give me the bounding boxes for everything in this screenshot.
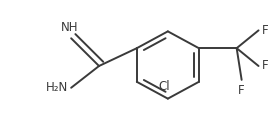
- Text: F: F: [262, 24, 268, 37]
- Text: Cl: Cl: [158, 80, 170, 93]
- Text: F: F: [262, 59, 268, 72]
- Text: F: F: [238, 84, 245, 97]
- Text: NH: NH: [60, 21, 78, 34]
- Text: H₂N: H₂N: [46, 81, 68, 94]
